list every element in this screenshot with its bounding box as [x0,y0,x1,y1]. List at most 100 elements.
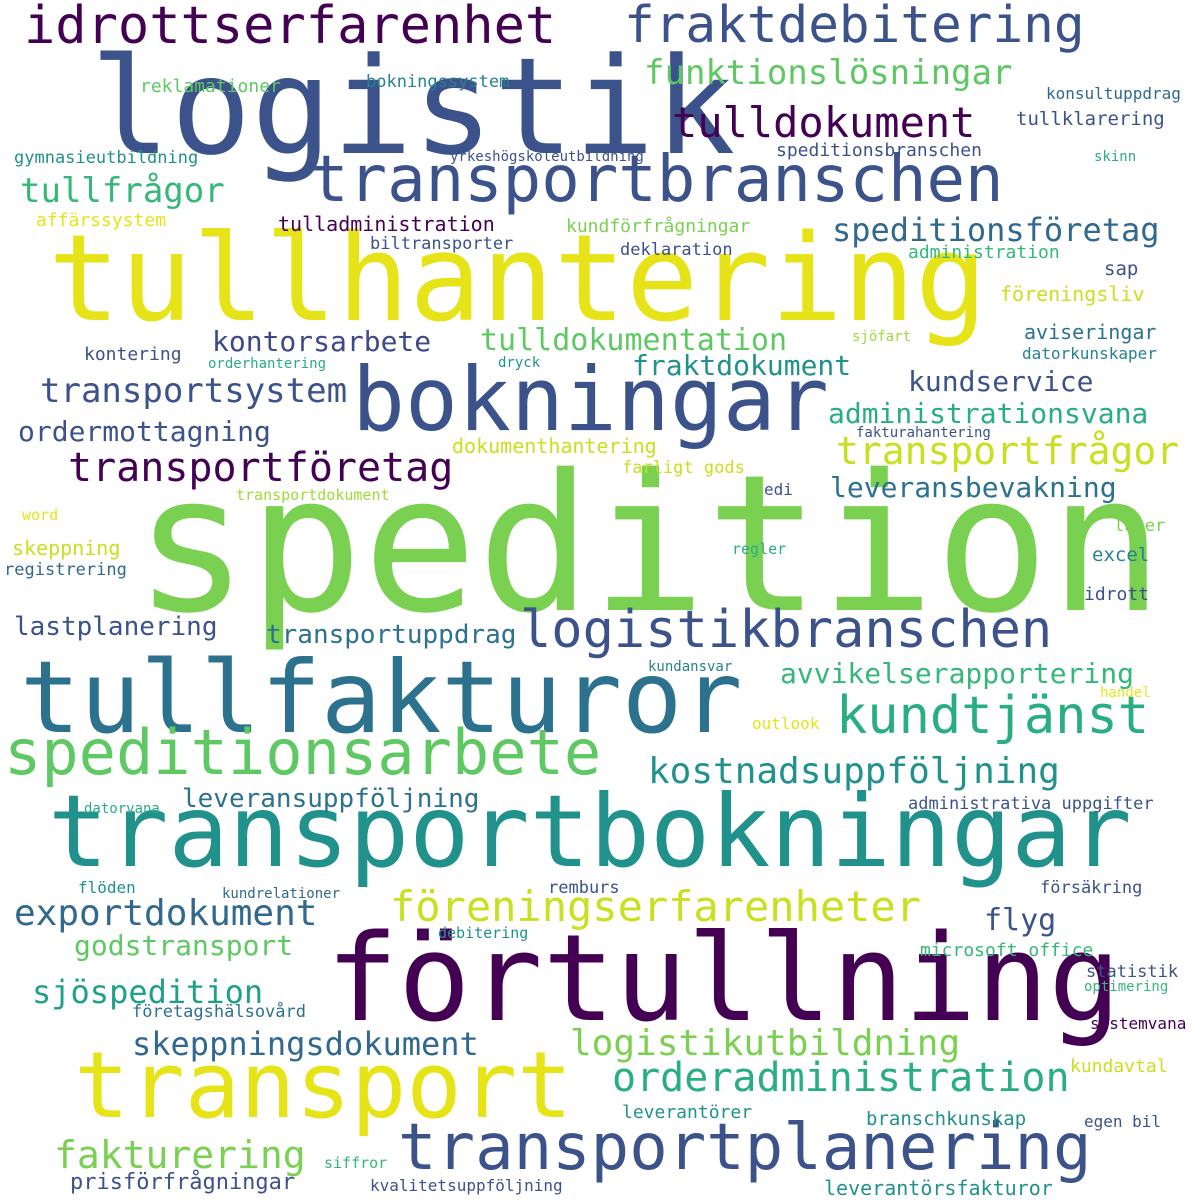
word: prisförfrågningar [70,1170,296,1195]
word: lager [1114,516,1166,536]
word: egen bil [1084,1112,1162,1131]
word: kostnadsuppföljning [648,751,1060,792]
word: datorvana [84,801,160,817]
word: transportdokument [236,486,390,504]
word: konsultuppdrag [1046,84,1181,103]
word: siffror [324,1154,388,1172]
word: fakturahantering [856,425,991,441]
word: administrativa uppgifter [908,794,1154,814]
word: speditionsbranschen [776,140,982,161]
word: exportdokument [14,893,318,934]
word: transportuppdrag [266,620,517,650]
word: kundtjänst [836,686,1150,746]
word: logistik [90,29,736,185]
word: avvikelserapportering [780,657,1135,690]
word: kundavtal [1070,1056,1168,1077]
word: gymnasieutbildning [14,148,199,168]
word: föreningsliv [1000,282,1145,306]
word: kundrelationer [222,886,341,902]
word: sjöspedition [32,973,264,1011]
word: outlook [752,714,820,733]
word: transportsystem [40,371,348,411]
word: tullhantering [48,210,988,349]
word: speditionsarbete [4,716,602,789]
word: sjöfart [852,329,912,345]
word: aviseringar [1024,320,1157,344]
word: kvalitetsuppföljning [370,1176,563,1195]
word: leverantörsfakturor [824,1176,1053,1200]
word: skeppningsdokument [132,1025,479,1063]
word: bokningar [352,348,829,451]
word: skinn [1094,149,1137,165]
word: tulladministration [278,212,495,236]
word: bokningssystem [366,72,510,92]
word: leverantörer [622,1102,753,1123]
word: farligt gods [622,458,745,478]
word: idrott [1084,584,1150,605]
word: edi [764,480,793,499]
word: affärssystem [36,210,167,231]
word: sap [1104,258,1139,280]
word: kundansvar [648,659,733,675]
word: registrering [4,560,127,580]
word: kundservice [908,365,1094,398]
word: fakturering [54,1133,306,1177]
word: företagshälsovård [132,1002,306,1022]
word: logistikbranschen [520,600,1053,660]
word: branschkunskap [866,1108,1027,1130]
word: orderadministration [612,1055,1070,1101]
word: yrkeshögskoleutbildning [450,149,644,165]
word: tullklarering [1016,108,1165,130]
word: optimering [1084,979,1169,995]
word: föreningserfarenheter [390,882,922,931]
word: godstransport [74,929,294,962]
word: transport [74,1032,573,1139]
word: reklamationer [140,76,281,97]
word: debitering [438,924,529,942]
word: flöden [78,878,136,897]
word: datorkunskaper [1022,344,1157,363]
word: regler [732,540,787,558]
word: spedition [134,434,1164,655]
word: handel [1100,685,1151,701]
word: tullfrågor [20,171,225,211]
word: ordermottagning [18,415,271,448]
word: skeppning [12,536,121,560]
word: orderhantering [208,356,327,372]
word: kontorsarbete [212,325,432,358]
word: transportbokningar [48,773,1132,890]
word: tulldokumentation [480,323,788,358]
word: logistikutbildning [570,1023,961,1064]
word: flyg [984,903,1057,938]
word: speditionsföretag [832,211,1160,249]
word: deklaration [620,240,733,260]
word: fraktdokument [632,349,852,382]
word: funktionslösningar [644,53,1013,93]
word: dokumenthantering [452,434,657,458]
word: kundförfrågningar [566,216,751,237]
word: biltransporter [370,234,514,254]
word: kontering [84,344,182,365]
word: förtullning [326,910,1121,1049]
word: remburs [548,878,620,898]
word: transportföretag [68,445,454,491]
word: word [22,506,59,524]
word: leveransuppföljning [182,784,480,814]
word: transportbranschen [310,143,1004,217]
word: idrottserfarenhet [24,0,557,56]
word: dryck [498,355,541,371]
word: leveransbevakning [830,471,1117,504]
word: lastplanering [14,612,218,642]
word: administration [908,242,1060,263]
word: tullfakturor [20,639,743,756]
word: statistik [1086,962,1179,982]
word: administrationsvana [828,397,1149,430]
word: excel [1092,544,1150,566]
word: transportfrågor [836,429,1180,473]
word: tulldokument [672,98,976,147]
word: transportplanering [398,1111,1092,1185]
word: försäkring [1040,878,1143,898]
word: systemvana [1090,1014,1187,1033]
word: microsoft office [920,940,1094,961]
